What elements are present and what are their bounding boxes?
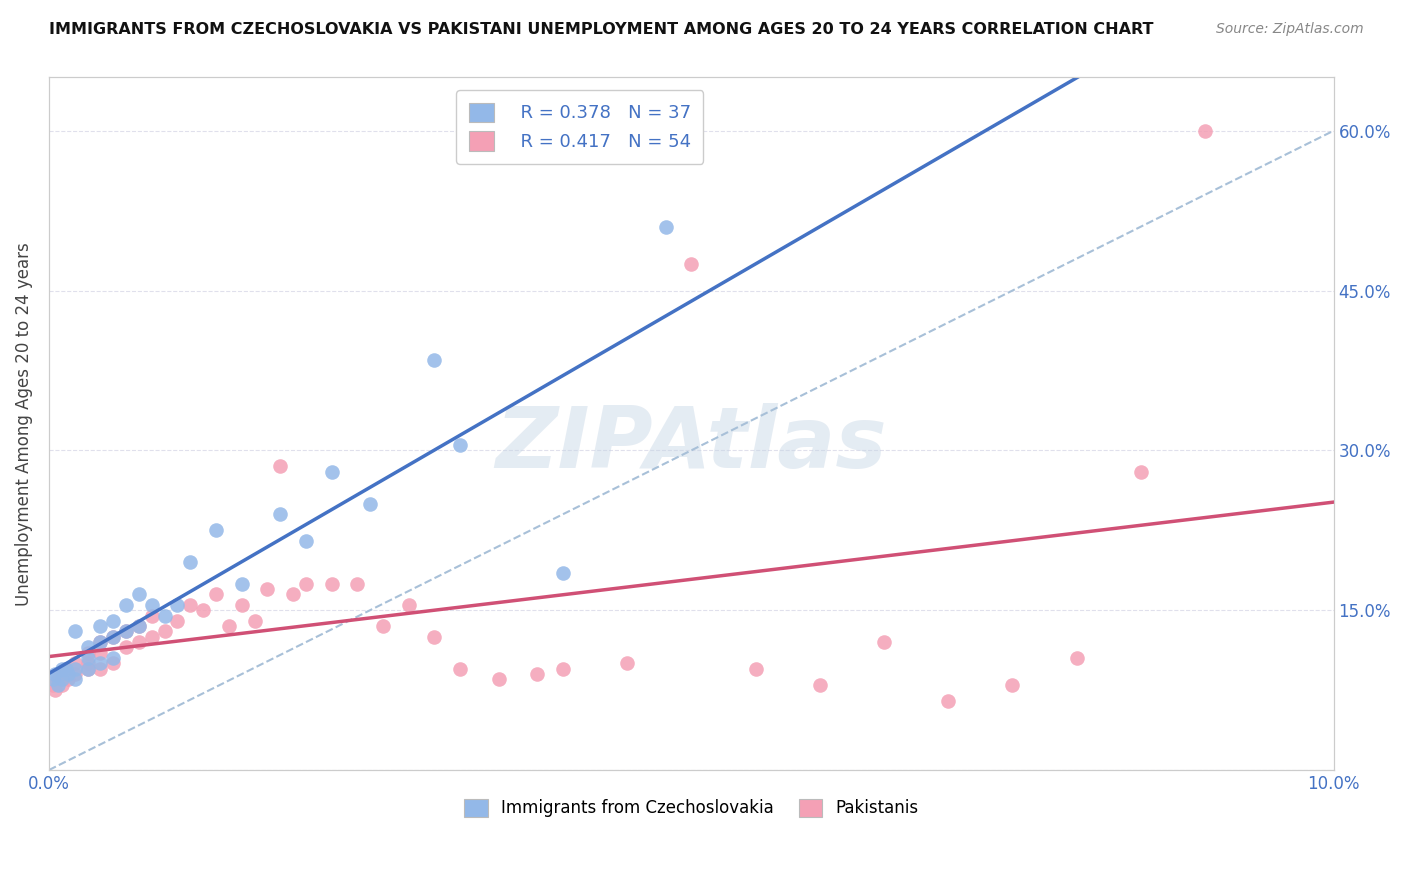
Point	[295, 576, 318, 591]
Point	[243, 614, 266, 628]
Point	[551, 566, 574, 580]
Text: Source: ZipAtlas.com: Source: ZipAtlas.com	[1216, 22, 1364, 37]
Point	[89, 646, 111, 660]
Point	[179, 598, 201, 612]
Point	[179, 555, 201, 569]
Point	[1129, 465, 1152, 479]
Point	[218, 619, 240, 633]
Point	[55, 662, 77, 676]
Point	[681, 257, 703, 271]
Point	[103, 630, 125, 644]
Point	[231, 598, 253, 612]
Point	[423, 352, 446, 367]
Point	[89, 657, 111, 671]
Point	[63, 624, 86, 639]
Point	[115, 640, 138, 655]
Point	[551, 662, 574, 676]
Point	[321, 465, 343, 479]
Legend: Immigrants from Czechoslovakia, Pakistanis: Immigrants from Czechoslovakia, Pakistan…	[457, 792, 925, 824]
Point	[359, 497, 381, 511]
Point	[191, 603, 214, 617]
Point	[936, 694, 959, 708]
Point	[76, 651, 98, 665]
Point	[76, 662, 98, 676]
Point	[231, 576, 253, 591]
Point	[63, 657, 86, 671]
Point	[63, 673, 86, 687]
Point	[269, 508, 291, 522]
Point	[873, 635, 896, 649]
Text: IMMIGRANTS FROM CZECHOSLOVAKIA VS PAKISTANI UNEMPLOYMENT AMONG AGES 20 TO 24 YEA: IMMIGRANTS FROM CZECHOSLOVAKIA VS PAKIST…	[49, 22, 1154, 37]
Point	[449, 438, 471, 452]
Point	[281, 587, 304, 601]
Point	[63, 667, 86, 681]
Point	[42, 678, 65, 692]
Point	[141, 630, 163, 644]
Point	[103, 630, 125, 644]
Point	[654, 219, 676, 234]
Point	[128, 587, 150, 601]
Point	[128, 619, 150, 633]
Point	[89, 662, 111, 676]
Point	[205, 523, 228, 537]
Point	[166, 614, 188, 628]
Point	[398, 598, 420, 612]
Point	[526, 667, 548, 681]
Point	[128, 635, 150, 649]
Point	[141, 598, 163, 612]
Point	[1066, 651, 1088, 665]
Point	[346, 576, 368, 591]
Point	[295, 533, 318, 548]
Point	[89, 619, 111, 633]
Point	[166, 598, 188, 612]
Point	[46, 678, 69, 692]
Point	[115, 598, 138, 612]
Point	[1194, 124, 1216, 138]
Point	[89, 635, 111, 649]
Y-axis label: Unemployment Among Ages 20 to 24 years: Unemployment Among Ages 20 to 24 years	[15, 242, 32, 606]
Point	[449, 662, 471, 676]
Point	[51, 667, 73, 681]
Point	[128, 619, 150, 633]
Point	[141, 608, 163, 623]
Point	[51, 662, 73, 676]
Point	[44, 667, 66, 681]
Point	[63, 662, 86, 676]
Point	[76, 646, 98, 660]
Point	[51, 678, 73, 692]
Point	[744, 662, 766, 676]
Point	[89, 635, 111, 649]
Point	[103, 657, 125, 671]
Point	[42, 673, 65, 687]
Point	[103, 614, 125, 628]
Point	[46, 673, 69, 687]
Point	[488, 673, 510, 687]
Point	[115, 624, 138, 639]
Point	[371, 619, 394, 633]
Point	[269, 459, 291, 474]
Point	[58, 667, 80, 681]
Point	[321, 576, 343, 591]
Point	[76, 640, 98, 655]
Point	[153, 608, 176, 623]
Point	[55, 662, 77, 676]
Point	[76, 657, 98, 671]
Point	[58, 673, 80, 687]
Point	[51, 673, 73, 687]
Text: ZIPAtlas: ZIPAtlas	[495, 403, 887, 486]
Point	[103, 651, 125, 665]
Point	[205, 587, 228, 601]
Point	[76, 662, 98, 676]
Point	[44, 683, 66, 698]
Point	[153, 624, 176, 639]
Point	[256, 582, 278, 596]
Point	[1001, 678, 1024, 692]
Point	[616, 657, 638, 671]
Point	[808, 678, 831, 692]
Point	[423, 630, 446, 644]
Point	[115, 624, 138, 639]
